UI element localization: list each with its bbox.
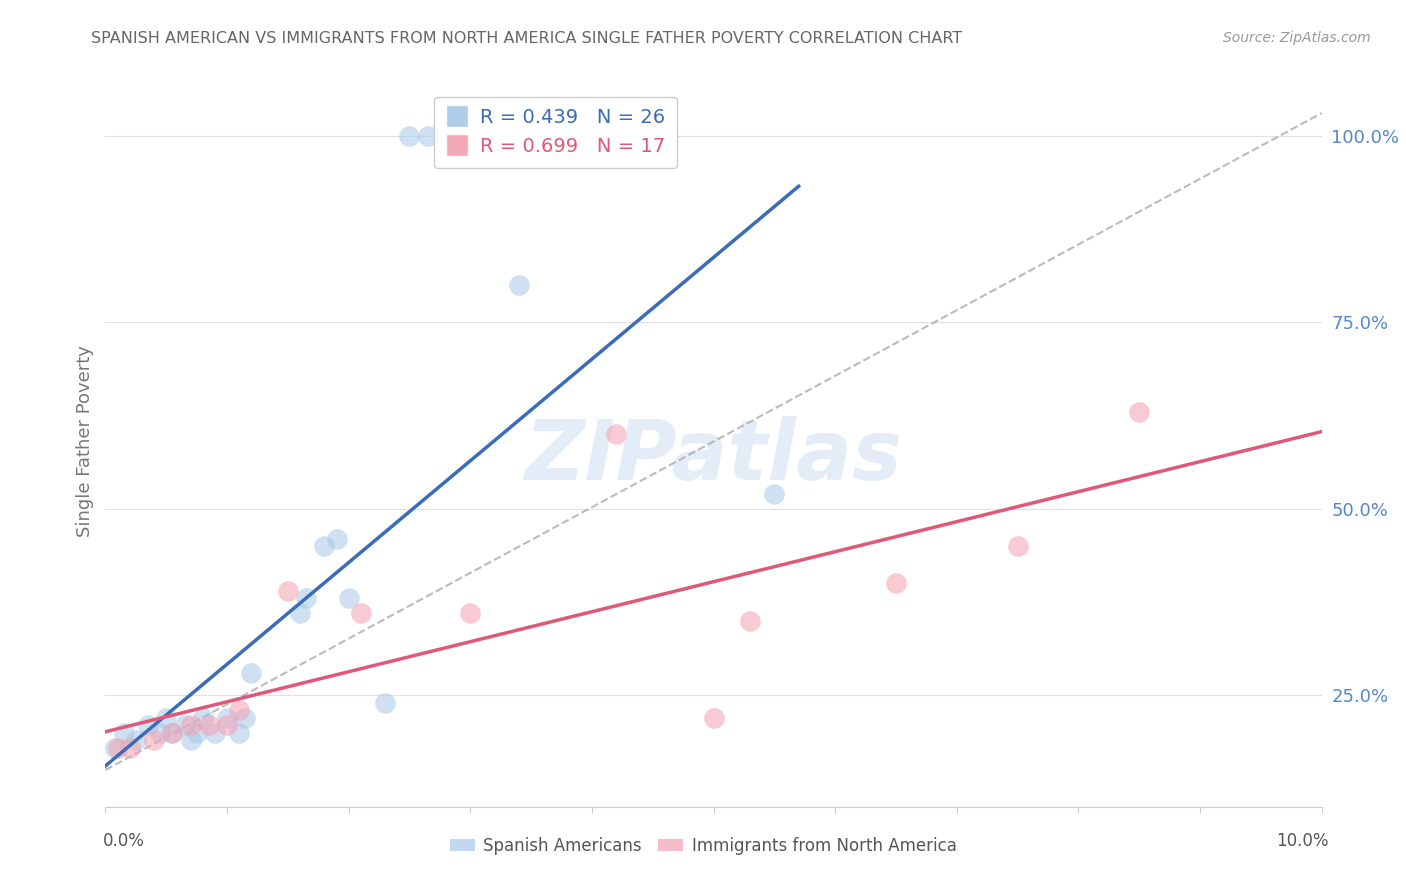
Point: [1128, 405, 1150, 419]
Point: [155, 711, 177, 725]
Text: 0.0%: 0.0%: [103, 831, 145, 849]
Point: [107, 740, 129, 755]
Legend: R = 0.439   N = 26, R = 0.699   N = 17: R = 0.439 N = 26, R = 0.699 N = 17: [433, 96, 678, 168]
Point: [104, 740, 127, 755]
Point: [217, 711, 239, 725]
Y-axis label: Single Father Poverty: Single Father Poverty: [76, 345, 94, 538]
Point: [228, 725, 250, 739]
Point: [337, 591, 360, 606]
Point: [186, 725, 208, 739]
Point: [198, 718, 221, 732]
Point: [180, 718, 202, 732]
Point: [314, 539, 336, 553]
Point: [398, 128, 420, 143]
Text: 10.0%: 10.0%: [1277, 831, 1329, 849]
Point: [325, 532, 347, 546]
Point: [112, 725, 135, 739]
Point: [702, 711, 725, 725]
Point: [204, 725, 226, 739]
Point: [458, 606, 481, 620]
Point: [416, 128, 439, 143]
Point: [1007, 539, 1029, 553]
Point: [277, 583, 299, 598]
Text: Source: ZipAtlas.com: Source: ZipAtlas.com: [1223, 31, 1371, 45]
Point: [374, 696, 396, 710]
Point: [295, 591, 318, 606]
Point: [180, 733, 202, 747]
Point: [162, 725, 184, 739]
Point: [149, 725, 172, 739]
Legend: Spanish Americans, Immigrants from North America: Spanish Americans, Immigrants from North…: [443, 830, 963, 862]
Text: ZIPatlas: ZIPatlas: [524, 416, 903, 497]
Point: [738, 614, 761, 628]
Point: [143, 733, 166, 747]
Point: [136, 718, 159, 732]
Point: [763, 487, 786, 501]
Point: [191, 711, 214, 725]
Point: [240, 665, 263, 680]
Point: [125, 733, 148, 747]
Point: [233, 711, 256, 725]
Point: [605, 427, 627, 442]
Point: [288, 606, 311, 620]
Point: [228, 703, 250, 717]
Point: [162, 725, 184, 739]
Point: [508, 277, 530, 292]
Point: [884, 576, 907, 591]
Text: SPANISH AMERICAN VS IMMIGRANTS FROM NORTH AMERICA SINGLE FATHER POVERTY CORRELAT: SPANISH AMERICAN VS IMMIGRANTS FROM NORT…: [91, 31, 963, 46]
Point: [350, 606, 373, 620]
Point: [118, 740, 141, 755]
Point: [173, 718, 195, 732]
Point: [217, 718, 239, 732]
